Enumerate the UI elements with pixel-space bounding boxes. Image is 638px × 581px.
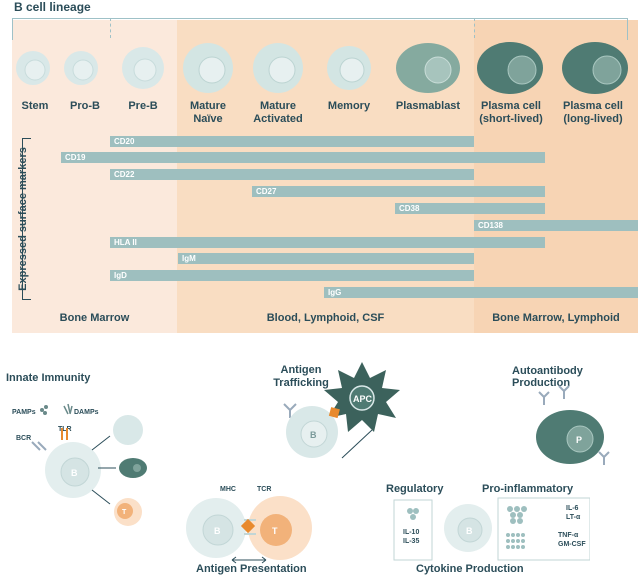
stage-label-memory: Memory (327, 100, 371, 112)
mature-activated-cell (253, 43, 303, 93)
marker-label-igg: IgG (328, 288, 342, 297)
stage-label-pro-b: Pro-B (70, 100, 100, 112)
regulatory-cytokines: IL-10 IL-35 (403, 529, 420, 545)
presentation-t-text: T (272, 526, 278, 536)
marker-bar-igm: IgM (178, 253, 474, 264)
pamps-label: PAMPs (12, 409, 36, 416)
presentation-b-text: B (214, 526, 221, 536)
marker-label-cd138: CD138 (478, 221, 503, 230)
marker-bar-igg: IgG (324, 287, 638, 298)
marker-bar-hla-ii: HLA II (110, 237, 545, 248)
damps-icon (63, 403, 73, 415)
innate-immunity-title: Innate Immunity (6, 372, 91, 384)
stage-label-mature-naive: Mature Naïve (189, 100, 227, 125)
tcr-label: TCR (257, 486, 272, 493)
autoantibody-p-text: P (576, 435, 582, 445)
marker-label-cd27: CD27 (256, 187, 277, 196)
plasma-cell-short (477, 42, 543, 94)
marker-label-cd22: CD22 (114, 170, 135, 179)
pre-b-cell (122, 47, 164, 89)
damps-label: DAMPs (74, 409, 99, 416)
regulatory-title: Regulatory (386, 483, 444, 495)
stage-label-stem: Stem (21, 100, 49, 112)
markers-bracket (22, 138, 31, 300)
stage-label-mature-activated: Mature Activated (253, 100, 303, 125)
tlr-label: TLR (58, 426, 72, 433)
trafficking-b-text: B (310, 430, 317, 440)
zone-label-bone-marrow: Bone Marrow (59, 312, 130, 324)
cell-row (16, 42, 628, 94)
stage-label-plasma-short: Plasma cell (short-lived) (479, 100, 543, 125)
autoantibody-title: Autoantibody Production (512, 365, 583, 389)
plasmablast-cell (396, 43, 460, 93)
divider-tick (474, 18, 475, 38)
marker-bar-igd: IgD (110, 270, 474, 281)
zone-label-bone-marrow-lymphoid: Bone Marrow, Lymphoid (492, 312, 620, 324)
marker-bar-cd22: CD22 (110, 169, 474, 180)
marker-label-hla-ii: HLA II (114, 238, 137, 247)
marker-label-cd20: CD20 (114, 137, 135, 146)
markers-label: Expressed surface markers (17, 147, 29, 291)
innate-immunity-graphic: B T (31, 403, 147, 526)
divider-tick (110, 18, 111, 38)
stem-cell (16, 51, 50, 85)
marker-label-igm: IgM (182, 254, 196, 263)
innate-b-text: B (71, 468, 78, 478)
plasma-cell-long (562, 42, 628, 94)
marker-bar-cd27: CD27 (252, 186, 545, 197)
stage-label-plasma-long: Plasma cell (long-lived) (563, 100, 623, 125)
mature-naive-cell (183, 43, 233, 93)
marker-label-cd38: CD38 (399, 204, 420, 213)
zone-label-blood: Blood, Lymphoid, CSF (266, 312, 385, 324)
marker-bar-cd20: CD20 (110, 136, 474, 147)
pamps-icon (40, 405, 48, 415)
proinflammatory-title: Pro-inflammatory (482, 483, 574, 495)
innate-t-text: T (122, 509, 127, 516)
antigen-trafficking-graphic: APC B (283, 362, 400, 459)
cytokine-production-title: Cytokine Production (416, 563, 524, 575)
il6-lta-labels: IL-6 LT-α (566, 505, 581, 521)
bcr-label: BCR (16, 435, 32, 442)
marker-label-cd19: CD19 (65, 153, 86, 162)
marker-bar-cd38: CD38 (395, 203, 545, 214)
autoantibody-graphic: P (536, 385, 610, 465)
marker-bar-cd19: CD19 (61, 152, 545, 163)
apc-text: APC (353, 394, 373, 404)
mhc-label: MHC (220, 486, 236, 493)
stage-label-pre-b: Pre-B (128, 100, 158, 112)
antigen-presentation-graphic: B T (186, 496, 312, 564)
memory-cell (327, 46, 371, 90)
cytokine-b-text: B (466, 526, 473, 536)
lineage-title: B cell lineage (14, 0, 95, 14)
lineage-bracket (12, 18, 628, 40)
cytokine-graphic: B (393, 497, 590, 561)
pro-b-cell (64, 51, 98, 85)
antigen-presentation-title: Antigen Presentation (196, 563, 307, 575)
marker-bar-cd138: CD138 (474, 220, 638, 231)
tnfa-gmcsf-labels: TNF-α GM-CSF (558, 532, 586, 548)
stage-label-plasmablast: Plasmablast (395, 100, 461, 112)
marker-label-igd: IgD (114, 271, 127, 280)
antigen-trafficking-title: Antigen Trafficking (273, 364, 329, 389)
